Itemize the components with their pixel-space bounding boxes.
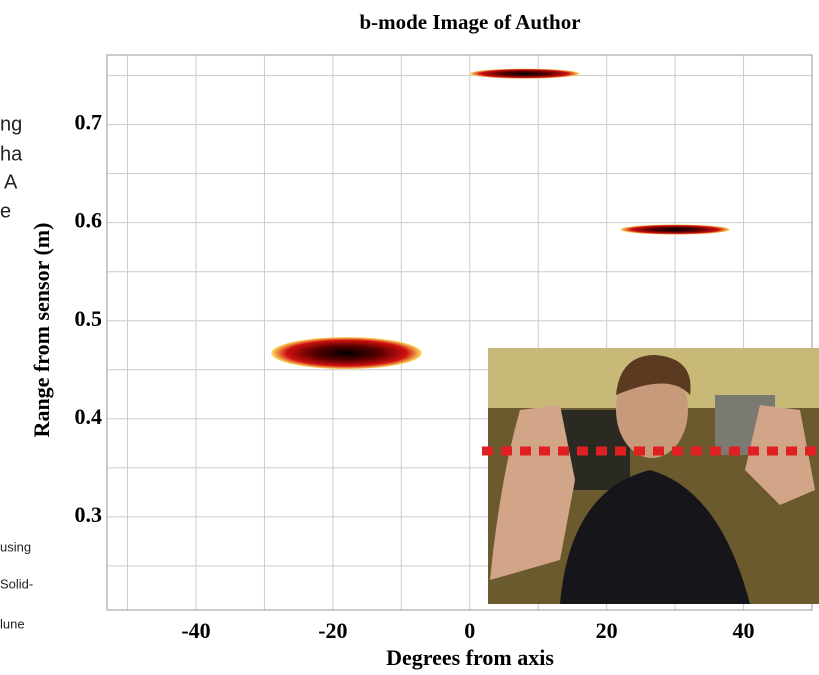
x-tick-label: -20 [318,618,347,643]
y-tick-label: 0.6 [75,208,103,233]
margin-fragment: lune [0,616,25,631]
y-tick-label: 0.5 [75,306,103,331]
x-tick-label: -40 [181,618,210,643]
blob [469,68,580,79]
x-tick-label: 20 [596,618,618,643]
margin-fragment: ha [0,143,23,165]
y-tick-label: 0.4 [75,404,103,429]
chart-title: b-mode Image of Author [359,10,580,34]
margin-text: ng ha Ae using Solid-lune [0,113,33,631]
margin-fragment: A [4,171,18,193]
photo-inset [482,348,819,604]
margin-fragment: e [0,200,11,222]
blob [620,224,730,235]
y-tick-label: 0.7 [75,110,103,135]
y-tick-label: 0.3 [75,502,103,527]
x-axis-label: Degrees from axis [386,645,554,670]
margin-fragment: Solid- [0,576,33,591]
margin-fragment: using [0,539,31,554]
blob [271,337,422,370]
marks [271,68,730,370]
y-axis-label: Range from sensor (m) [29,223,54,438]
x-tick-label: 0 [464,618,475,643]
margin-fragment: ng [0,113,22,135]
plot-frame [106,54,813,611]
x-tick-label: 40 [733,618,755,643]
